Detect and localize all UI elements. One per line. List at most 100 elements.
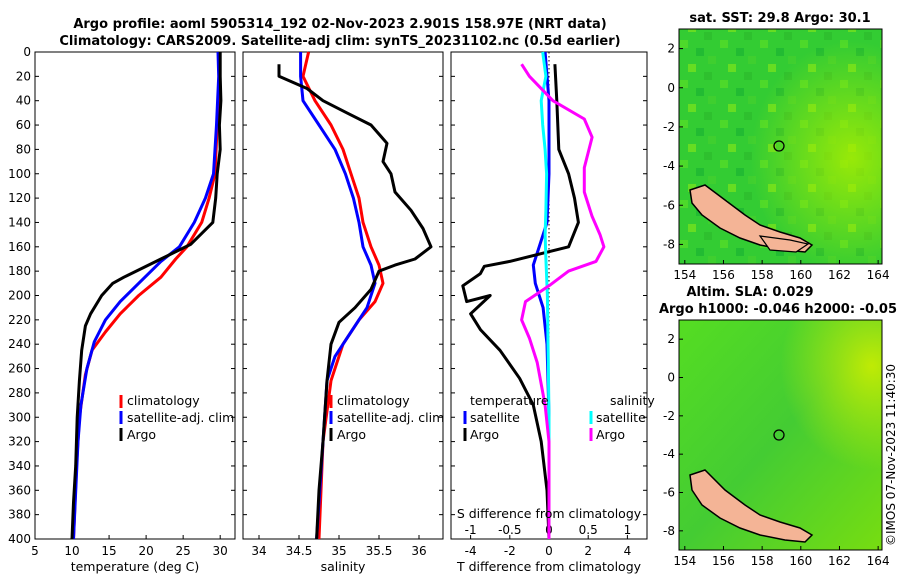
depth-tick-label: 180	[8, 264, 31, 278]
salinity-legend: climatology satellite-adj. clim Argo	[329, 393, 444, 442]
longitude-tick-label: 156	[712, 554, 735, 568]
x-tick-label: 4	[624, 544, 632, 558]
x-tick-label: 25	[176, 544, 191, 558]
depth-tick-label: 100	[8, 167, 31, 181]
legend-climatology: climatology	[337, 393, 410, 408]
depth-tick-label: 280	[8, 386, 31, 400]
legend-header-temperature: temperature	[470, 393, 549, 408]
salinity-panel: 34 34.5 35 35.5 36 salinity climatology sate…	[242, 51, 444, 574]
depth-tick-label: 80	[16, 142, 31, 156]
x-tick-label: -2	[504, 544, 516, 558]
sla-map-panel: Altim. SLA: 0.029 Argo h1000: -0.046 h20…	[659, 285, 897, 568]
series-line-satellite-adj-clim	[299, 52, 377, 540]
title-line-1: Argo profile: aoml 5905314_192 02-Nov-20…	[73, 17, 606, 32]
depth-tick-label: 300	[8, 410, 31, 424]
depth-tick-label: 120	[8, 191, 31, 205]
sla-high-patch	[679, 320, 882, 550]
series-line-climatology	[301, 51, 385, 540]
salinity-xlabel: salinity	[321, 559, 366, 574]
temperature-legend: climatology satellite-adj. clim Argo	[119, 393, 234, 442]
latitude-tick-label: 0	[667, 81, 675, 95]
x-tick-label: 0	[545, 544, 553, 558]
longitude-tick-label: 154	[673, 554, 696, 568]
imos-credit: ©IMOS 07-Nov-2023 11:40:30	[884, 364, 898, 546]
longitude-tick-label: 162	[828, 268, 851, 282]
x2-tick-label: 1	[624, 523, 632, 537]
legend-satellite-adj-clim: satellite-adj. clim	[127, 410, 234, 425]
sst-map-frame	[678, 28, 883, 265]
series-line-salinity-satellite	[539, 51, 551, 539]
latitude-tick-label: -4	[663, 447, 675, 461]
depth-tick-label: 260	[8, 362, 31, 376]
land-mass	[689, 184, 814, 253]
x-tick-label: 30	[213, 544, 228, 558]
depth-tick-label: 0	[23, 45, 31, 59]
x-tick-label: 35	[331, 544, 346, 558]
depth-tick-label: 40	[16, 94, 31, 108]
sla-map-subtitle: Argo h1000: -0.046 h2000: -0.05	[659, 302, 897, 317]
depth-tick-label: 60	[16, 118, 31, 132]
latitude-tick-label: -4	[663, 159, 675, 173]
depth-tick-label: 400	[8, 532, 31, 546]
difference-panel: -4 -2 0 2 4 -1 -0.5 0 0.5 1 T difference from cl…	[450, 51, 655, 574]
temperature-tick-labels: 5 10 15 20 25 30	[31, 535, 228, 558]
longitude-tick-label: 162	[828, 554, 851, 568]
legend-climatology: climatology	[127, 393, 200, 408]
argo-float-marker	[773, 429, 785, 441]
x-tick-label: 15	[101, 544, 116, 558]
latitude-tick-label: 2	[667, 42, 675, 56]
island	[758, 235, 810, 253]
legend-temperature-argo: Argo	[470, 427, 499, 442]
x-tick-label: 35.5	[366, 544, 393, 558]
depth-tick-label: 160	[8, 240, 31, 254]
longitude-tick-label: 160	[789, 268, 812, 282]
latitude-tick-label: 2	[667, 332, 675, 346]
series-line-argo	[70, 52, 223, 540]
x-tick-label: 34.5	[286, 544, 313, 558]
latitude-tick-label: -6	[663, 486, 675, 500]
depth-tick-label: 380	[8, 508, 31, 522]
latitude-tick-label: -6	[663, 198, 675, 212]
longitude-tick-label: 154	[673, 268, 696, 282]
series-line-salinity-argo	[520, 63, 606, 539]
depth-tick-label: 360	[8, 483, 31, 497]
longitude-tick-label: 160	[789, 554, 812, 568]
sst-longitude-ticks: 154 156 158 160 162 164	[673, 260, 890, 282]
longitude-tick-label: 158	[751, 268, 774, 282]
depth-tick-label: 220	[8, 313, 31, 327]
x-tick-label: -4	[465, 544, 477, 558]
salinity-tick-labels: 34 34.5 35 35.5 36	[251, 535, 427, 558]
legend-argo: Argo	[337, 427, 366, 442]
latitude-tick-label: -8	[663, 524, 675, 538]
depth-tick-label: 140	[8, 215, 31, 229]
x-tick-label: 36	[411, 544, 426, 558]
legend-argo: Argo	[127, 427, 156, 442]
difference-legend: temperature salinity satellite Argo sate…	[463, 393, 655, 442]
x-tick-label: 34	[251, 544, 266, 558]
legend-salinity-argo: Argo	[596, 427, 625, 442]
longitude-tick-label: 156	[712, 268, 735, 282]
depth-tick-label: 340	[8, 459, 31, 473]
temperature-axes-frame	[34, 51, 236, 540]
sst-warm-patch	[679, 29, 882, 264]
sla-map-frame	[678, 319, 883, 551]
x2-tick-label: -1	[465, 523, 477, 537]
argo-float-marker	[773, 140, 785, 152]
sst-map-panel: sat. SST: 29.8 Argo: 30.1 154 156 158 160 16…	[663, 11, 890, 282]
legend-header-salinity: salinity	[610, 393, 655, 408]
x-tick-label: 10	[64, 544, 79, 558]
series-line-climatology	[72, 52, 221, 540]
t-difference-tick-labels: -4 -2 0 2 4	[465, 535, 632, 558]
depth-tick-label: 240	[8, 337, 31, 351]
salinity-profile-lines	[277, 51, 433, 540]
temperature-xlabel: temperature (deg C)	[71, 559, 200, 574]
depth-tick-label: 320	[8, 435, 31, 449]
temperature-panel: 0204060801001201401601802002202402602803…	[8, 45, 647, 574]
sla-longitude-ticks: 154 156 158 160 162 164	[673, 546, 890, 568]
depth-tick-label: 200	[8, 289, 31, 303]
series-line-argo	[277, 64, 433, 540]
temperature-profile-lines	[70, 51, 223, 540]
latitude-tick-label: -8	[663, 237, 675, 251]
latitude-tick-label: -2	[663, 409, 675, 423]
